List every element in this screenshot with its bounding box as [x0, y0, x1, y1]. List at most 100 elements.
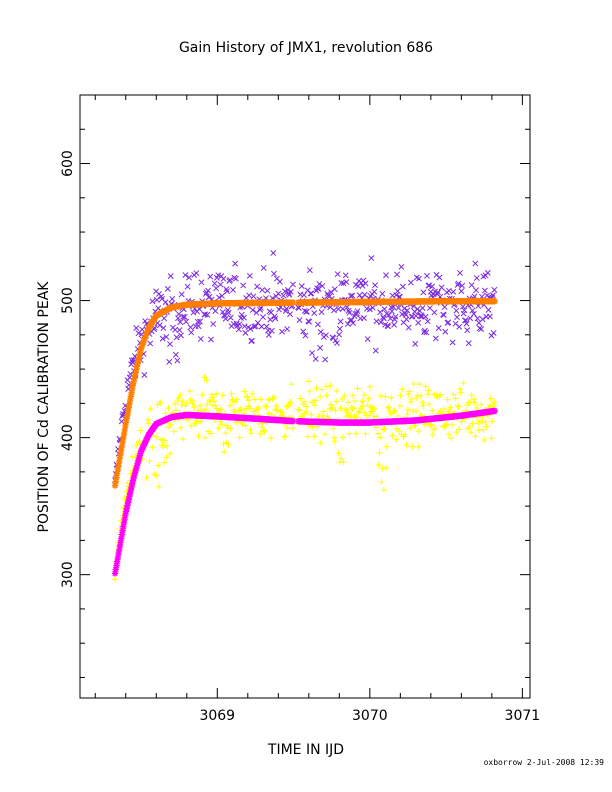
data-point	[111, 576, 119, 583]
data-point	[387, 410, 394, 417]
data-point	[147, 405, 154, 412]
data-point	[352, 397, 359, 404]
data-point	[342, 272, 349, 279]
data-point	[447, 404, 454, 411]
data-point	[286, 291, 293, 298]
data-point	[377, 392, 384, 399]
fit-point	[129, 382, 137, 389]
data-point	[474, 315, 481, 322]
data-point	[149, 298, 156, 305]
data-point	[438, 284, 445, 291]
data-point	[246, 272, 253, 279]
data-point	[392, 313, 399, 320]
fit-point	[118, 531, 126, 538]
data-point	[227, 314, 234, 321]
data-point	[338, 279, 345, 286]
data-point	[385, 312, 392, 318]
data-point	[225, 441, 232, 448]
data-point	[183, 399, 190, 407]
data-point	[311, 402, 319, 409]
data-point	[204, 311, 211, 318]
data-point	[128, 453, 136, 460]
fit-point	[114, 554, 122, 561]
data-point	[333, 398, 340, 405]
data-point	[311, 310, 318, 317]
data-point	[249, 307, 256, 313]
data-point	[167, 341, 173, 347]
data-point	[170, 428, 177, 435]
data-point	[251, 396, 259, 403]
data-point	[393, 292, 400, 299]
data-point	[412, 407, 420, 415]
fit-point	[124, 411, 131, 419]
data-point	[431, 425, 439, 432]
data-point	[488, 434, 495, 442]
fit-point	[113, 470, 121, 477]
data-point	[191, 404, 198, 411]
data-point	[198, 279, 205, 286]
data-point	[426, 400, 433, 408]
data-point	[327, 401, 335, 408]
data-point	[332, 407, 339, 414]
data-point	[487, 313, 493, 320]
data-point	[381, 425, 388, 433]
data-point	[144, 416, 152, 423]
data-point	[166, 358, 173, 365]
data-point	[452, 395, 459, 402]
fit-point	[113, 474, 120, 481]
fit-point	[113, 562, 120, 569]
data-point	[270, 395, 277, 402]
data-point	[235, 326, 242, 333]
data-point	[478, 401, 485, 408]
data-point	[309, 350, 316, 357]
data-point	[210, 321, 217, 327]
data-point	[330, 434, 338, 441]
data-point	[227, 277, 233, 283]
data-point	[303, 308, 310, 315]
data-point	[489, 402, 497, 409]
data-point	[385, 404, 392, 411]
data-point	[124, 479, 131, 486]
data-point	[268, 327, 275, 334]
data-point	[142, 318, 149, 325]
data-point	[245, 403, 252, 410]
fit-point	[123, 415, 130, 422]
data-point	[165, 405, 172, 412]
data-point	[300, 328, 307, 335]
data-point	[227, 425, 234, 432]
fit-point	[120, 519, 128, 527]
data-point	[371, 288, 378, 295]
data-point	[454, 314, 460, 321]
data-point	[155, 483, 163, 490]
data-point	[317, 328, 324, 335]
data-point	[143, 474, 150, 482]
data-point	[470, 396, 477, 403]
data-point	[195, 432, 202, 440]
fit-point	[120, 434, 127, 442]
fit-point	[491, 298, 498, 305]
data-point	[207, 430, 215, 437]
data-point	[330, 425, 337, 432]
data-point	[219, 309, 226, 315]
data-point	[383, 443, 390, 450]
data-point	[416, 381, 423, 388]
data-point	[308, 399, 316, 406]
data-point	[467, 429, 475, 436]
data-point	[311, 433, 318, 440]
data-point	[489, 418, 496, 425]
data-point	[406, 388, 413, 395]
data-point	[221, 448, 228, 455]
data-point	[448, 434, 455, 442]
y-tick-label: 600	[60, 150, 76, 177]
data-point	[402, 310, 408, 317]
plot-area	[111, 250, 498, 583]
data-point	[312, 355, 319, 362]
y-tick-label: 400	[60, 424, 76, 451]
fit-point	[122, 419, 130, 426]
data-point	[378, 478, 385, 485]
data-point	[401, 305, 408, 312]
series-0	[112, 250, 498, 484]
data-point	[247, 426, 254, 434]
data-point	[174, 357, 181, 364]
data-point	[429, 407, 436, 414]
